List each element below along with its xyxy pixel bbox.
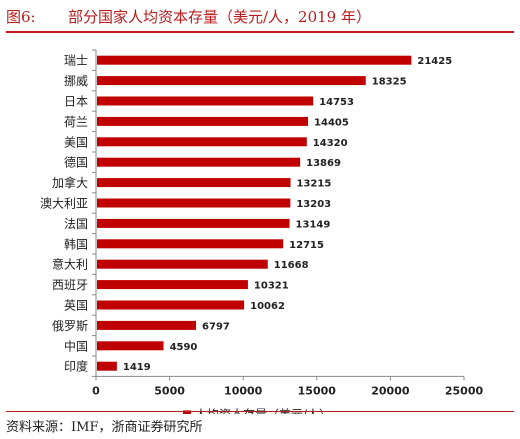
title-rule <box>6 31 514 33</box>
x-tick-label: 20000 <box>371 384 410 397</box>
category-label: 中国 <box>64 338 88 353</box>
category-label: 澳大利亚 <box>40 197 88 211</box>
bar <box>97 239 284 249</box>
category-label: 荷兰 <box>64 115 88 129</box>
bar <box>97 320 197 330</box>
figure-title: 部分国家人均资本存量（美元/人，2019 年） <box>68 8 371 26</box>
category-label: 意大利 <box>52 257 88 272</box>
bar <box>97 280 248 290</box>
bar <box>97 116 309 126</box>
category-label: 印度 <box>64 359 88 374</box>
category-label: 瑞士 <box>64 54 88 68</box>
data-label: 21425 <box>417 56 452 67</box>
category-label: 挪威 <box>64 74 88 88</box>
data-label: 4590 <box>170 342 198 353</box>
bar <box>97 198 291 208</box>
data-label: 13869 <box>306 158 341 169</box>
category-label: 韩国 <box>64 236 88 251</box>
data-label: 14753 <box>319 97 354 108</box>
x-tick-label: 25000 <box>445 384 484 397</box>
category-label: 西班牙 <box>52 278 88 292</box>
data-label: 14320 <box>313 138 348 149</box>
category-label: 俄罗斯 <box>52 319 88 333</box>
category-label: 英国 <box>64 299 88 313</box>
bar <box>97 76 366 86</box>
bar <box>97 361 117 371</box>
bar <box>97 259 268 269</box>
data-label: 18325 <box>372 77 407 88</box>
category-label: 德国 <box>64 155 88 170</box>
figure-number: 图6: <box>6 8 36 26</box>
data-label: 13203 <box>296 199 331 210</box>
data-label: 13149 <box>296 219 331 230</box>
category-label: 美国 <box>64 135 88 149</box>
category-label: 日本 <box>64 95 88 109</box>
x-tick-label: 0 <box>92 384 100 397</box>
data-label: 13215 <box>297 179 332 190</box>
bar <box>97 218 290 228</box>
data-label: 1419 <box>123 362 151 373</box>
bar-chart: 瑞士 21425 挪威 18325 日本 14753 荷兰 14405 美国 14320 德国 138… <box>40 49 484 421</box>
category-label: 法国 <box>64 217 88 231</box>
bottom-rule <box>6 411 514 412</box>
bar <box>97 55 412 65</box>
category-label: 加拿大 <box>52 175 88 190</box>
bar <box>97 300 245 310</box>
x-tick-label: 5000 <box>154 384 185 397</box>
bar <box>97 137 307 147</box>
bar <box>97 96 314 106</box>
figure-header: 图6: 部分国家人均资本存量（美元/人，2019 年） <box>6 4 514 33</box>
data-label: 10062 <box>250 301 285 312</box>
data-label: 6797 <box>202 321 230 332</box>
data-label: 12715 <box>289 240 324 251</box>
source-note: 资料来源：IMF，浙商证券研究所 <box>6 420 203 435</box>
data-label: 11668 <box>274 260 309 271</box>
bar <box>97 157 301 167</box>
chart-area: 瑞士 21425 挪威 18325 日本 14753 荷兰 14405 美国 14320 德国 138… <box>0 34 520 421</box>
bar <box>97 178 291 188</box>
x-tick-label: 10000 <box>224 384 263 397</box>
data-label: 14405 <box>314 117 349 128</box>
x-tick-label: 15000 <box>298 384 337 397</box>
data-label: 10321 <box>254 281 289 292</box>
bar <box>97 341 164 351</box>
